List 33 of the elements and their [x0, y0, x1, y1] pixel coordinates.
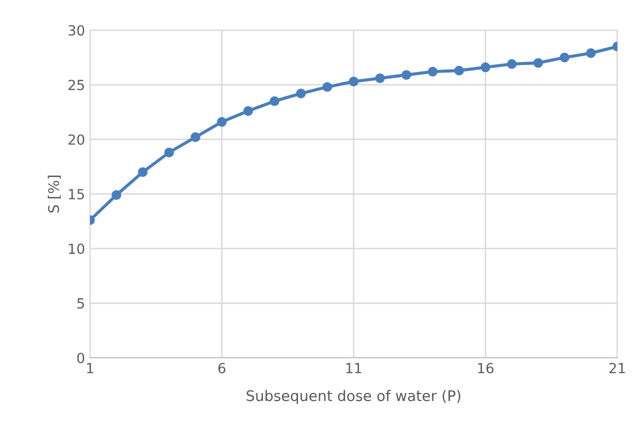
y-tick-label: 25 — [68, 80, 84, 90]
y-tick-label: 30 — [68, 25, 84, 36]
y-tick-label: 0 — [77, 352, 84, 364]
point — [190, 132, 200, 142]
y-tick-label: 15 — [69, 189, 84, 200]
point — [454, 66, 464, 76]
y-axis-title: S [%] — [48, 176, 61, 213]
point — [216, 117, 227, 127]
point — [112, 190, 122, 200]
point — [560, 52, 570, 62]
x-tick-label: 16 — [478, 362, 494, 374]
point — [375, 73, 385, 84]
x-axis-title: Subsequent dose of water (P) — [246, 390, 460, 404]
point — [164, 148, 174, 158]
point — [533, 58, 544, 68]
point — [296, 88, 306, 98]
y-tick-label: 20 — [68, 134, 84, 145]
point — [243, 106, 254, 116]
point — [402, 70, 412, 80]
point — [270, 96, 280, 106]
point — [480, 62, 490, 72]
x-tick-label: 1 — [87, 363, 94, 374]
point — [506, 59, 517, 69]
y-tick-label: 10 — [69, 244, 84, 254]
point — [138, 167, 148, 177]
x-tick-label: 11 — [346, 363, 362, 374]
point — [586, 48, 596, 58]
point — [348, 76, 359, 86]
y-tick-label: 5 — [77, 298, 84, 309]
x-tick-label: 6 — [218, 362, 226, 374]
x-tick-label: 21 — [609, 362, 625, 374]
point — [428, 66, 438, 77]
point — [322, 82, 332, 92]
